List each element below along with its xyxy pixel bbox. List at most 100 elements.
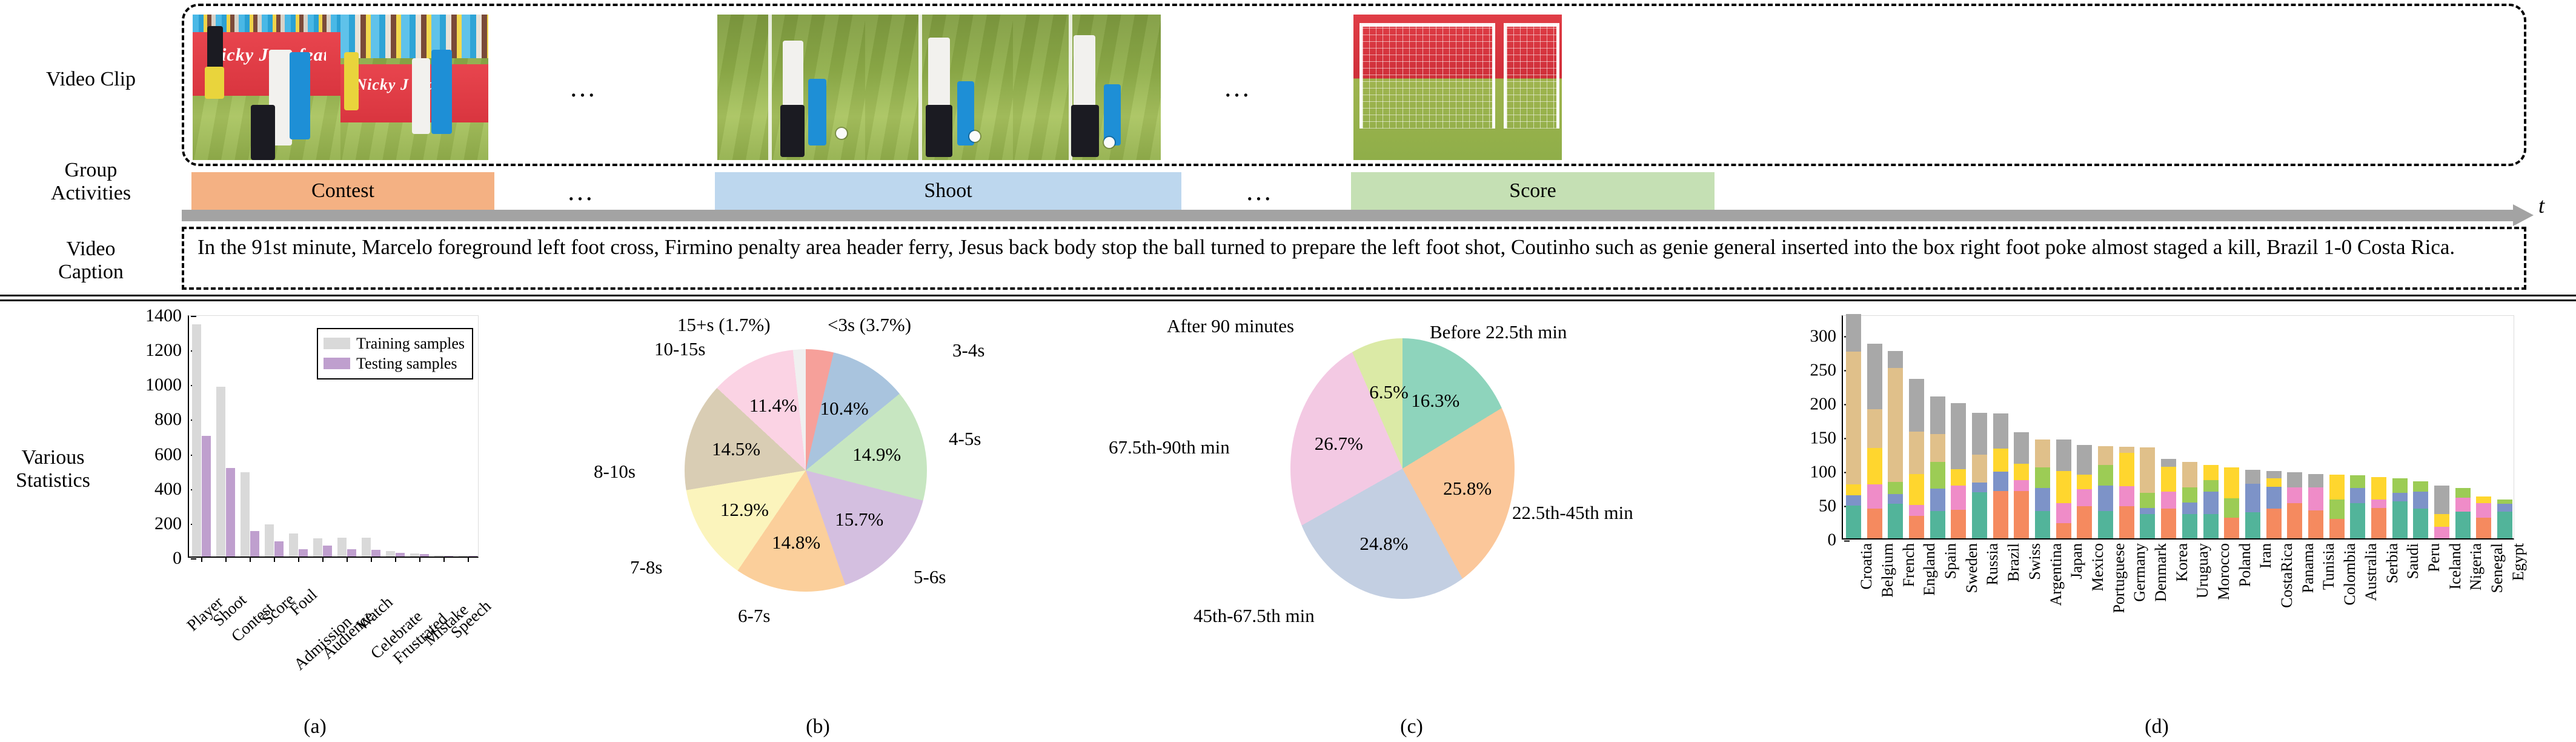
chart-d-bar[interactable]: Belgium bbox=[1867, 344, 1896, 598]
chart-d-bar[interactable]: England bbox=[1908, 378, 1938, 596]
chart-d-bar-segment bbox=[2392, 492, 2408, 502]
chart-d-bar[interactable]: Tunisia bbox=[2308, 473, 2337, 590]
chart-a-bar-group[interactable]: Watch bbox=[353, 316, 396, 634]
legend-swatch bbox=[324, 358, 351, 370]
time-axis-label: t bbox=[2538, 193, 2545, 218]
chart-d-bar[interactable]: Senegal bbox=[2476, 496, 2506, 593]
video-frame-4[interactable] bbox=[865, 15, 1013, 160]
chart-d-bar[interactable]: Poland bbox=[2224, 467, 2254, 587]
pie-slice-percent: 6.5% bbox=[1369, 381, 1409, 403]
video-frame-2[interactable]: Nicky J feat. bbox=[340, 15, 488, 160]
chart-a-bar-group[interactable]: Shoot bbox=[209, 316, 250, 630]
chart-d-x-label: Belgium bbox=[1879, 543, 1896, 598]
chart-d-bar[interactable]: Argentina bbox=[2035, 440, 2065, 606]
chart-d-bar-segment bbox=[2413, 491, 2429, 509]
video-frame-1[interactable]: Nicky Jam feat. bbox=[193, 15, 340, 160]
chart-d-bar[interactable]: Korea bbox=[2161, 458, 2191, 582]
chart-d-bar-segment bbox=[1845, 495, 1861, 506]
chart-d-bar-segment bbox=[1867, 409, 1882, 448]
chart-a-legend-item: Testing samples bbox=[324, 353, 465, 373]
chart-d-bar[interactable]: Morocco bbox=[2203, 464, 2232, 600]
chart-a-bar-group[interactable]: Celebrate bbox=[367, 316, 426, 663]
chart-d-bar[interactable]: Croatia bbox=[1845, 314, 1875, 590]
chart-d-bar-segment bbox=[2308, 510, 2323, 538]
chart-a-bar-group[interactable]: Speech bbox=[447, 316, 494, 642]
chart-d-bar-segment bbox=[2413, 508, 2429, 538]
chart-d-bar-segment bbox=[1971, 412, 1987, 455]
chart-d-bar[interactable]: Germany bbox=[2119, 446, 2148, 602]
chart-a-bar bbox=[240, 472, 250, 556]
chart-d-bar-segment bbox=[2119, 486, 2134, 507]
video-frame-3[interactable] bbox=[717, 15, 865, 160]
chart-d-bar[interactable]: Uruguay bbox=[2182, 462, 2211, 598]
chart-d-bar-segment bbox=[1930, 396, 1945, 435]
chart-d-bar[interactable]: Sweden bbox=[1951, 403, 1980, 593]
pie-slice-label: After 90 minutes bbox=[1167, 315, 1295, 336]
chart-a-bar-group[interactable]: Admission bbox=[290, 316, 355, 673]
chart-a-bar-group[interactable]: Contest bbox=[228, 316, 277, 646]
chart-d-bar[interactable]: Iran bbox=[2245, 469, 2274, 569]
chart-a-bar-group[interactable]: Player bbox=[183, 316, 227, 635]
chart-d-bar[interactable]: Denmark bbox=[2140, 447, 2169, 602]
chart-d-bar[interactable]: Portuguese bbox=[2098, 446, 2128, 613]
video-clip-group-2 bbox=[717, 15, 1161, 160]
pie-slice-label: 5-6s bbox=[914, 566, 946, 587]
activity-chip-shoot-label: Shoot bbox=[924, 179, 972, 202]
chart-a-bar bbox=[216, 387, 225, 556]
chart-d-x-label: Morocco bbox=[2215, 543, 2232, 600]
chart-d-bar[interactable]: French bbox=[1888, 350, 1917, 587]
chart-a-bar-group[interactable]: Foul bbox=[286, 316, 320, 619]
pie-slice-label: 45th-67.5th min bbox=[1193, 605, 1315, 626]
video-frame-6[interactable] bbox=[1353, 15, 1501, 160]
chart-d-x-label: Argentina bbox=[2047, 543, 2065, 606]
pie-slice-label: 3-4s bbox=[952, 339, 985, 361]
chart-d-bar-segment bbox=[2077, 506, 2093, 538]
pie-slice-percent: 15.7% bbox=[835, 509, 884, 530]
chart-d-bar[interactable]: CostaRica bbox=[2266, 471, 2295, 608]
chart-d-bar-segment bbox=[2434, 513, 2450, 527]
chart-d-bar-segment bbox=[2161, 458, 2177, 467]
chart-d-bar[interactable]: Panama bbox=[2287, 472, 2317, 593]
video-frame-7[interactable] bbox=[1501, 15, 1562, 160]
chart-d-bar-segment bbox=[1867, 447, 1882, 485]
chart-d-bar-segment bbox=[1971, 455, 1987, 483]
chart-d-bar[interactable]: Peru bbox=[2413, 481, 2443, 572]
chart-a-bar-group[interactable]: Mistake bbox=[420, 316, 471, 649]
chart-d-bar[interactable]: Japan bbox=[2056, 440, 2085, 579]
clip-ellipsis-1: … bbox=[569, 72, 599, 102]
chart-d-bar[interactable]: Spain bbox=[1930, 396, 1959, 579]
chart-a-bar-group[interactable]: Score bbox=[258, 316, 298, 629]
various-statistics-row-label: Various Statistics bbox=[16, 446, 90, 492]
activity-chip-score[interactable]: Score bbox=[1351, 172, 1715, 210]
chart-d-bar[interactable]: Saudi bbox=[2392, 478, 2422, 579]
chart-d-bar-segment bbox=[2014, 490, 2030, 538]
chart-d-bar[interactable]: Iceland bbox=[2434, 485, 2464, 590]
chart-d-bar[interactable]: Nigeria bbox=[2455, 488, 2485, 590]
chart-b-pie-duration: 10.4% 14.9% 15.7% 14.8% 12.9% 14.5% 11.4% <3s (… bbox=[545, 302, 1090, 742]
chart-d-x-label: Tunisia bbox=[2320, 543, 2338, 590]
chart-a-bar-group[interactable]: Audience bbox=[319, 316, 377, 663]
chart-a-bar bbox=[347, 549, 356, 556]
chart-d-bar-segment bbox=[1993, 490, 2008, 538]
chart-d-bar[interactable]: Egypt bbox=[2497, 500, 2527, 581]
chart-d-x-label: Peru bbox=[2425, 543, 2443, 572]
chart-d-bar-segment bbox=[2182, 462, 2197, 487]
chart-d-bar[interactable]: Brazil bbox=[1993, 413, 2022, 582]
chart-d-bar[interactable]: Serbia bbox=[2371, 477, 2401, 583]
chart-d-bar-segment bbox=[2056, 470, 2071, 504]
chart-d-bar[interactable]: Australia bbox=[2350, 475, 2380, 601]
video-frame-5[interactable] bbox=[1013, 15, 1161, 160]
chart-d-bar-segment bbox=[2119, 452, 2134, 486]
activity-chip-shoot[interactable]: Shoot bbox=[715, 172, 1181, 210]
chart-d-bar[interactable]: Colombia bbox=[2329, 474, 2359, 606]
chart-a-bar-group[interactable]: Frustrated bbox=[390, 316, 451, 667]
chart-d-bar[interactable]: Mexico bbox=[2077, 445, 2106, 591]
chart-d-bar-segment bbox=[2056, 503, 2071, 523]
chart-d-bar[interactable]: Swiss bbox=[2014, 432, 2043, 580]
chart-d-bar-segment bbox=[2455, 488, 2471, 498]
chart-d-bar-segment bbox=[1888, 503, 1904, 538]
chart-d-bar-segment bbox=[1908, 516, 1924, 538]
chart-d-bar[interactable]: Russia bbox=[1971, 412, 2001, 585]
activity-chip-contest[interactable]: a Contest bbox=[191, 172, 494, 210]
video-caption-row-label: Video Caption bbox=[58, 238, 124, 284]
